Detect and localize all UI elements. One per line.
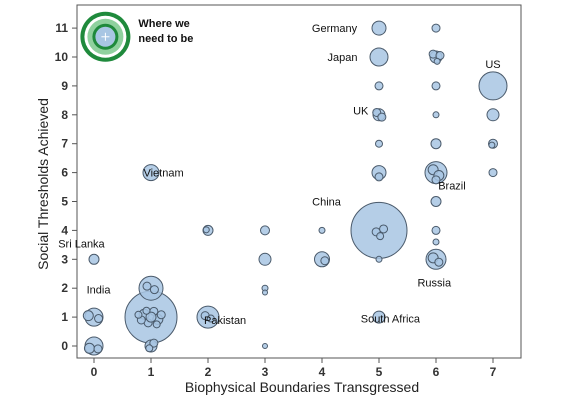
country-label: US	[485, 59, 500, 71]
data-point	[260, 225, 270, 236]
plot-frame	[76, 4, 522, 359]
target-label: Where we	[138, 18, 189, 30]
y-tick-label: 11	[55, 21, 68, 35]
data-point	[433, 57, 441, 65]
target-label: need to be	[138, 33, 193, 45]
data-point	[202, 226, 210, 234]
country-label: Pakistan	[204, 315, 246, 327]
x-tick-label: 7	[490, 365, 497, 379]
y-axis-title: Social Thresholds Achieved	[35, 98, 51, 270]
y-tick-label: 9	[61, 79, 68, 93]
y-tick-label: 6	[61, 166, 68, 180]
data-point	[156, 310, 166, 320]
y-tick-label: 4	[61, 223, 68, 237]
y-tick-label: 7	[61, 137, 68, 151]
data-point	[376, 232, 385, 241]
y-tick-label: 3	[61, 252, 68, 266]
data-point	[431, 175, 441, 185]
country-label: Brazil	[438, 181, 466, 193]
data-point	[488, 141, 496, 149]
country-label: Germany	[312, 23, 358, 35]
x-tick-label: 3	[262, 365, 269, 379]
data-point	[374, 172, 384, 182]
x-tick-label: 0	[91, 365, 98, 379]
y-tick-label: 0	[61, 339, 68, 353]
data-point	[262, 343, 268, 349]
data-point	[145, 344, 154, 353]
country-label: Vietnam	[143, 168, 183, 180]
data-point	[377, 112, 387, 122]
data-point	[262, 289, 268, 296]
data-point	[379, 224, 389, 234]
country-label: UK	[353, 105, 369, 117]
country-label: South Africa	[361, 314, 421, 326]
data-point	[486, 108, 500, 122]
x-tick-label: 5	[376, 365, 383, 379]
y-tick-label: 2	[61, 281, 68, 295]
data-point	[93, 344, 103, 354]
data-point	[134, 310, 143, 319]
data-point	[478, 71, 508, 101]
x-tick-label: 6	[433, 365, 440, 379]
data-point	[375, 255, 383, 263]
data-point	[369, 47, 389, 67]
country-label: Japan	[328, 52, 358, 64]
data-point	[94, 314, 104, 324]
data-point	[83, 342, 95, 354]
data-point	[374, 81, 384, 91]
data-point	[431, 23, 441, 33]
x-tick-label: 2	[205, 365, 212, 379]
data-point	[82, 310, 94, 322]
data-point	[372, 310, 386, 324]
data-point	[142, 306, 151, 315]
y-tick-label: 8	[61, 108, 68, 122]
country-label: China	[312, 197, 342, 209]
y-tick-label: 1	[61, 310, 68, 324]
x-tick-label: 1	[148, 365, 155, 379]
data-point	[432, 111, 440, 119]
data-point	[430, 196, 442, 207]
data-point	[488, 168, 498, 178]
data-point	[142, 164, 160, 182]
country-label: Sri Lanka	[58, 238, 105, 250]
data-point	[371, 20, 387, 36]
data-point	[434, 257, 444, 267]
data-point	[152, 320, 161, 329]
x-tick-label: 4	[319, 365, 326, 379]
data-point	[432, 238, 440, 246]
data-point	[431, 225, 441, 235]
country-label: Russia	[417, 277, 452, 289]
y-tick-label: 10	[55, 50, 69, 64]
data-point	[431, 81, 441, 91]
data-point	[375, 139, 383, 148]
x-axis-title: Biophysical Boundaries Transgressed	[185, 379, 419, 395]
country-label: India	[87, 285, 112, 297]
data-point	[88, 253, 100, 265]
data-point	[320, 256, 330, 266]
data-point	[258, 252, 272, 266]
data-point	[142, 281, 152, 291]
data-point	[318, 226, 326, 234]
data-point	[206, 314, 215, 323]
y-tick-label: 5	[61, 195, 68, 209]
data-point	[149, 285, 159, 295]
data-point	[430, 138, 442, 150]
data-point	[145, 311, 157, 323]
data-point	[149, 338, 159, 348]
